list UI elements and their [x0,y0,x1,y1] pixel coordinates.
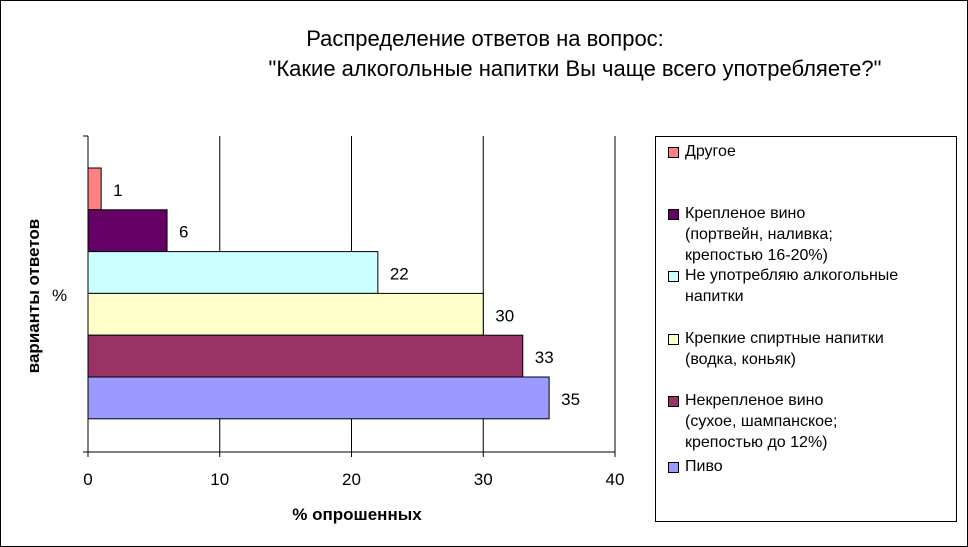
x-tick-label: 30 [474,470,493,489]
legend-swatch [668,462,679,473]
bar [87,209,168,253]
legend-item: Другое [668,141,736,162]
legend-swatch [668,147,679,158]
legend-label: Пиво [685,458,723,475]
legend-swatch [668,396,679,407]
data-label: 22 [390,265,409,284]
bar [87,376,550,420]
legend-item: Не употребляю алкогольные напитки [668,265,898,307]
legend-label: Крепкие спиртные напитки (водка, коньяк) [685,330,884,368]
x-tick-label: 40 [606,470,625,489]
legend-label: Крепленое вино (портвейн, наливка; крепо… [685,205,833,264]
data-label: 1 [113,181,122,200]
x-tick-label: 0 [83,470,92,489]
bar [87,167,102,211]
data-label: 35 [561,390,580,409]
legend-swatch [668,334,679,345]
legend-item: Некрепленое вино (сухое, шампанское; кре… [668,390,837,453]
chart-title-line2: "Какие алкогольные напитки Вы чаще всего… [268,56,882,81]
x-tick-label: 10 [210,470,229,489]
legend: Другое Крепленое вино (портвейн, наливка;… [655,136,957,522]
data-label: 6 [179,223,188,242]
legend-label: Не употребляю алкогольные напитки [685,267,899,305]
bar [87,251,379,294]
data-label: 33 [535,348,554,367]
legend-item: Крепкие спиртные напитки (водка, коньяк) [668,328,884,370]
legend-swatch [668,271,679,282]
x-tick-label: 20 [342,470,361,489]
bar [87,292,484,336]
bar [87,334,524,378]
legend-item: Крепленое вино (портвейн, наливка; крепо… [668,203,833,266]
y-axis-title: варианты ответов [24,219,43,374]
legend-swatch [668,209,679,220]
legend-item: Пиво [668,456,723,477]
data-label: 30 [495,306,514,325]
x-axis-title: % опрошенных [292,505,422,524]
legend-label: Другое [685,143,736,160]
chart-title-line1: Распределение ответов на вопрос: [306,26,664,51]
legend-label: Некрепленое вино (сухое, шампанское; кре… [685,392,838,451]
y-tick-label: % [52,286,67,305]
